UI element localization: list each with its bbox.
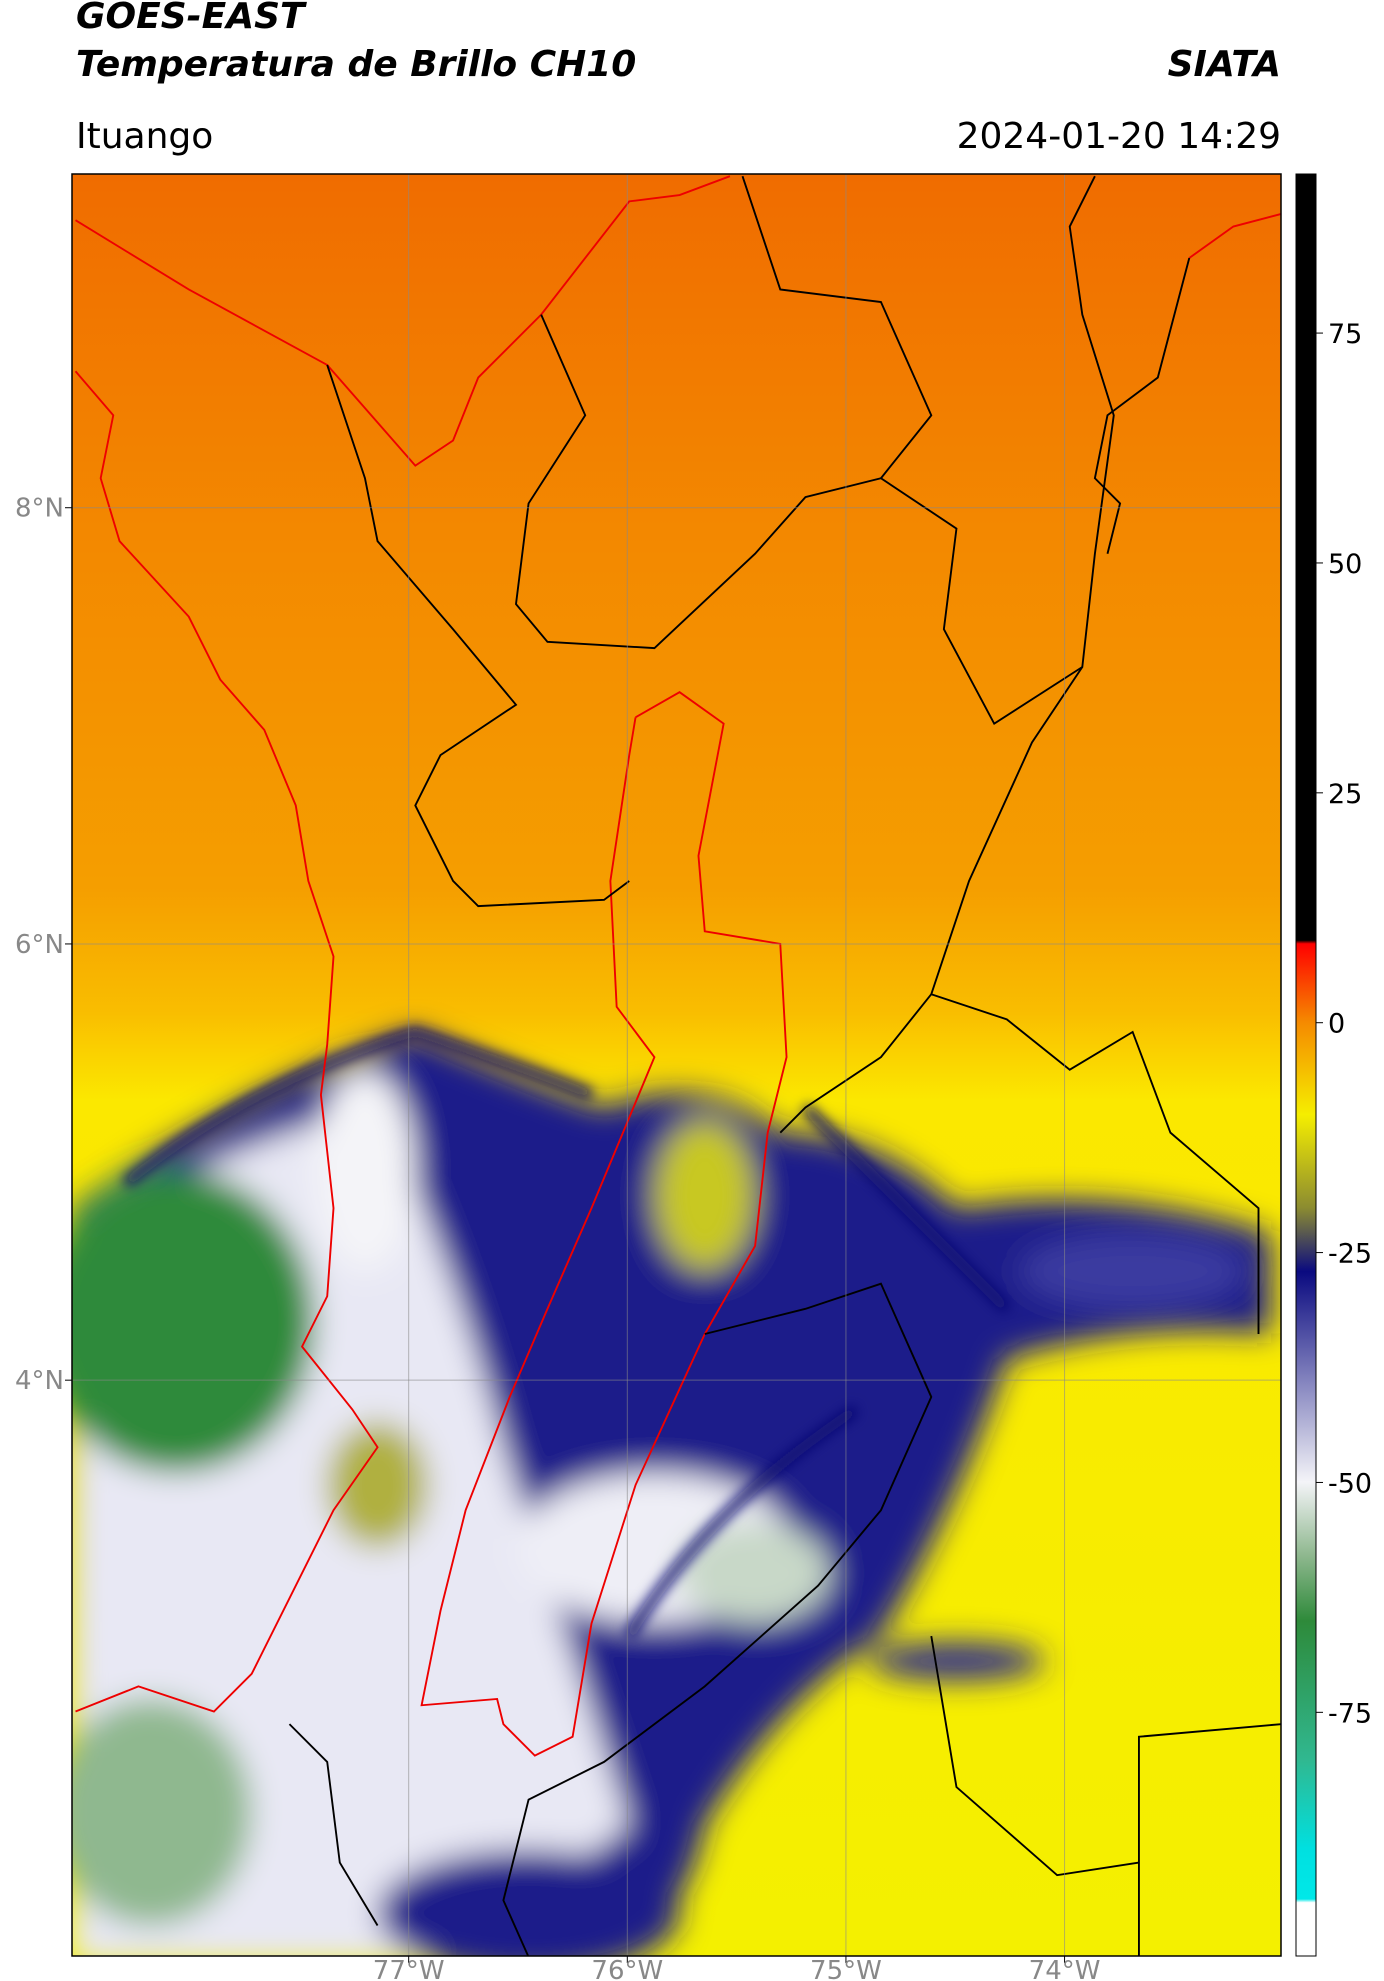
colorbar-tick-label: -50 (1328, 1468, 1372, 1499)
lat-tick-label: 8°N (15, 494, 64, 524)
colorbar-tick-label: -75 (1328, 1698, 1372, 1729)
timestamp: 2024-01-20 14:29 (957, 116, 1281, 157)
lon-tick-label: 75°W (810, 1956, 882, 1981)
lat-tick-label: 6°N (15, 930, 64, 960)
graticule (72, 174, 1281, 1956)
colorbar-tick-label: 0 (1328, 1009, 1345, 1040)
lon-tick-label: 74°W (1029, 1956, 1101, 1981)
title: GOES-EAST (76, 0, 307, 37)
lat-tick-label: 4°N (15, 1366, 64, 1396)
colorbar-tick-label: 75 (1328, 319, 1362, 350)
colorbar-tick-label: 25 (1328, 779, 1362, 810)
colorbar-tick-label: -25 (1328, 1239, 1372, 1270)
lon-tick-label: 76°W (591, 1956, 663, 1981)
map-imagery (72, 174, 1281, 1956)
region: Ituango (76, 116, 213, 157)
colorbar-tick-label: 50 (1328, 549, 1362, 580)
source: SIATA (1168, 44, 1281, 85)
colorbar (1295, 173, 1317, 1957)
lon-tick-label: 77°W (373, 1956, 445, 1981)
subtitle: Temperatura de Brillo CH10 (76, 44, 636, 85)
map-frame (71, 173, 1282, 1957)
